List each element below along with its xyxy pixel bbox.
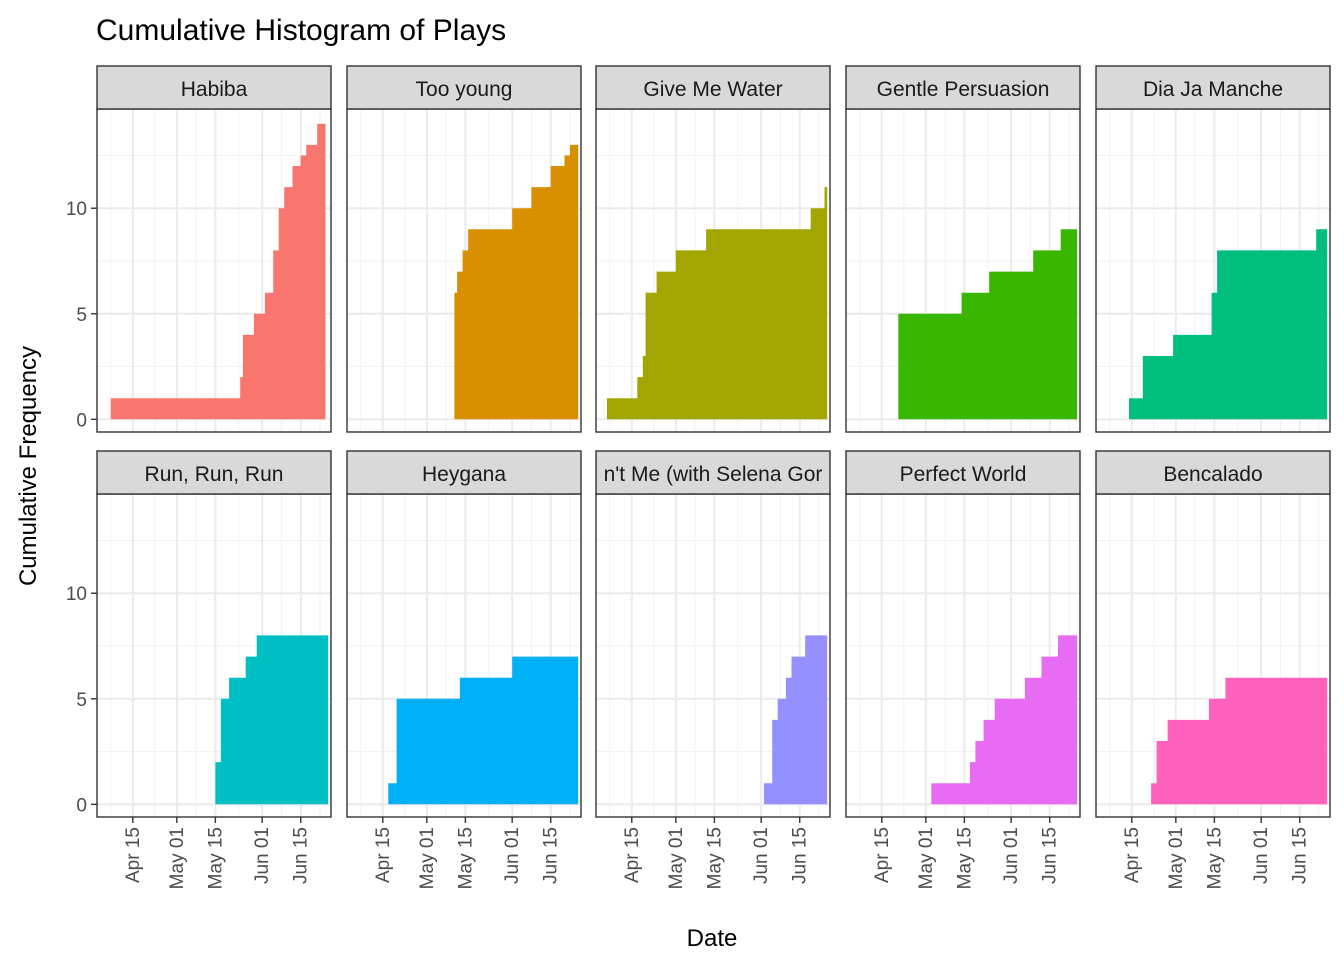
series-area: [1151, 656, 1328, 805]
facet-panels: Habiba 0 5 10 Too young Give Me Water Gentle P…: [66, 65, 1331, 889]
y-tick-label: 0: [76, 410, 87, 431]
x-tick-label: Jun 15: [291, 827, 312, 884]
x-tick-label: May 01: [1166, 827, 1187, 889]
facet-panel: Dia Ja Manche: [1095, 65, 1331, 433]
facet-strip: [845, 450, 1081, 495]
series-area: [1129, 229, 1328, 420]
facet-panel: Run, Run, Run 0 5 10 Apr 15 May 01 May 15 Jun 0…: [66, 450, 332, 889]
series-area: [607, 187, 828, 420]
x-tick-label: Jun 01: [1001, 827, 1022, 884]
facet-panel: Gentle Persuasion: [845, 65, 1081, 433]
facet-strip: [595, 65, 831, 110]
facet-label: Bencalado: [1163, 463, 1262, 486]
facet-panel: Bencalado Apr 15 May 01 May 15 Jun 01 Jun 15: [1095, 450, 1331, 889]
facet-panel: n't Me (with Selena Gor Apr 15 May 01 May 1…: [595, 450, 831, 889]
x-axis-title: Date: [687, 925, 738, 952]
facet-label: n't Me (with Selena Gor: [604, 463, 823, 486]
x-tick-label: May 01: [417, 827, 438, 889]
x-tick-label: May 01: [666, 827, 687, 889]
x-tick-label: Apr 15: [373, 827, 394, 883]
facet-strip: [346, 65, 582, 110]
facet-strip: [595, 450, 831, 495]
facet-label: Run, Run, Run: [145, 463, 284, 486]
facet-label: Heygana: [422, 463, 506, 486]
x-tick-label: Apr 15: [872, 827, 893, 883]
series-area: [931, 635, 1078, 805]
facet-strip: [1095, 450, 1331, 495]
facet-strip: [1095, 65, 1331, 110]
x-tick-label: Jun 01: [1251, 827, 1272, 884]
facet-panel: Heygana Apr 15 May 01 May 15 Jun 01 Jun 15: [346, 450, 582, 889]
facet-strip: [845, 65, 1081, 110]
facet-label: Dia Ja Manche: [1143, 78, 1283, 101]
x-tick-label: May 01: [167, 827, 188, 889]
x-tick-label: Jun 15: [1040, 827, 1061, 884]
facet-label: Gentle Persuasion: [877, 78, 1050, 101]
y-tick-label: 10: [66, 584, 87, 605]
facet-panel: Perfect World Apr 15 May 01 May 15 Jun 01 Jun…: [845, 450, 1081, 889]
facet-label: Perfect World: [900, 463, 1027, 486]
series-area: [388, 635, 579, 805]
x-tick-label: May 15: [704, 827, 725, 889]
x-tick-label: May 15: [954, 827, 975, 889]
y-axis-title: Cumulative Frequency: [15, 346, 42, 586]
facet-panel: Give Me Water: [595, 65, 831, 433]
x-tick-label: Jun 01: [751, 827, 772, 884]
x-tick-label: Apr 15: [622, 827, 643, 883]
x-tick-label: Jun 15: [541, 827, 562, 884]
facet-label: Too young: [416, 78, 513, 101]
facet-strip: [96, 450, 332, 495]
x-tick-label: Jun 01: [502, 827, 523, 884]
series-area: [898, 208, 1078, 420]
x-tick-label: Jun 15: [1290, 827, 1311, 884]
facet-panel: Habiba 0 5 10: [66, 65, 332, 433]
x-tick-label: Apr 15: [1122, 827, 1143, 883]
x-tick-label: Jun 01: [252, 827, 273, 884]
y-tick-label: 5: [76, 305, 87, 326]
x-tick-label: Apr 15: [123, 827, 144, 883]
series-area: [454, 144, 579, 420]
facet-strip: [96, 65, 332, 110]
facet-label: Habiba: [181, 78, 248, 101]
chart-title: Cumulative Histogram of Plays: [96, 14, 506, 47]
series-area: [110, 123, 326, 420]
x-tick-label: May 01: [916, 827, 937, 889]
x-tick-label: May 15: [205, 827, 226, 889]
series-area: [763, 635, 828, 805]
facet-panel: Too young: [346, 65, 582, 433]
x-tick-label: May 15: [455, 827, 476, 889]
facet-strip: [346, 450, 582, 495]
facet-label: Give Me Water: [643, 78, 782, 101]
y-tick-label: 5: [76, 690, 87, 711]
x-tick-label: May 15: [1204, 827, 1225, 889]
y-tick-label: 10: [66, 199, 87, 220]
series-area: [215, 614, 329, 805]
x-tick-label: Jun 15: [790, 827, 811, 884]
y-tick-label: 0: [76, 795, 87, 816]
